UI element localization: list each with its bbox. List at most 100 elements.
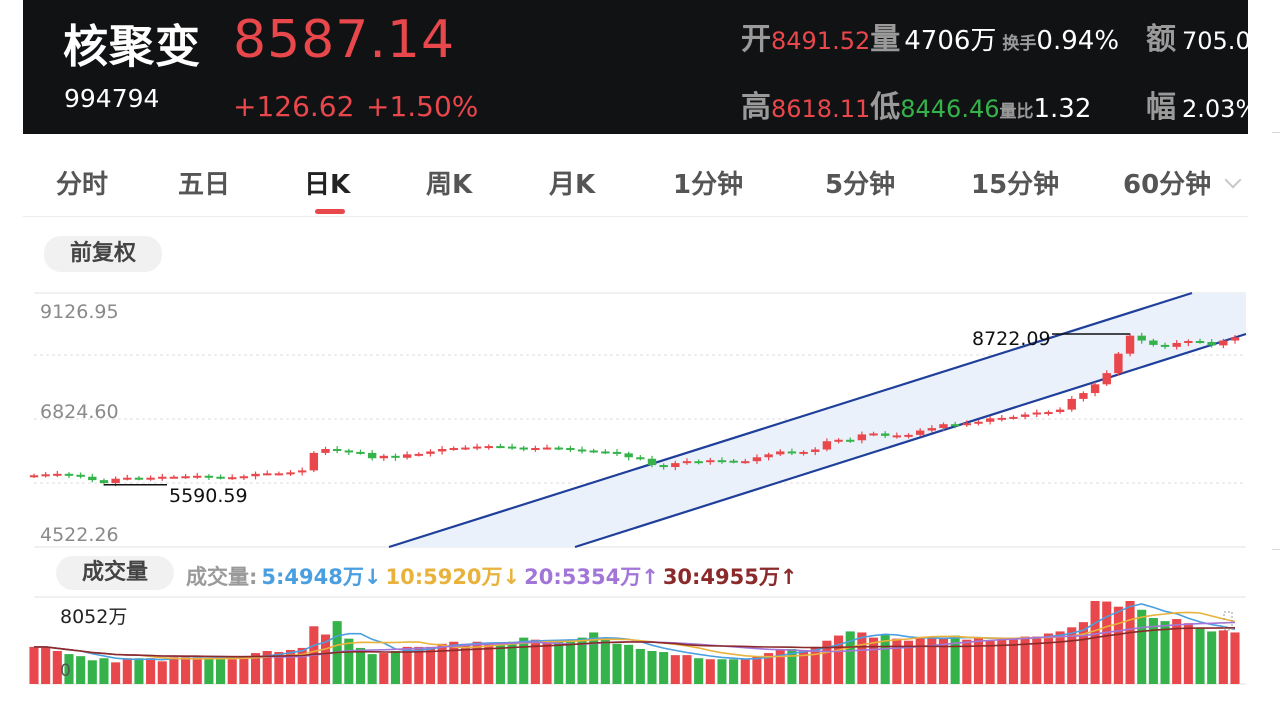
- volume-bar: [297, 647, 307, 684]
- ma20-value: 20:5354万↑: [524, 565, 659, 589]
- candle: [146, 477, 155, 480]
- volume-bar: [472, 641, 482, 684]
- volume-value: 4706万: [904, 26, 997, 56]
- volume-bar: [64, 654, 74, 684]
- candle: [1184, 341, 1193, 344]
- candle: [193, 475, 202, 478]
- volume-bar: [915, 637, 925, 684]
- candle: [216, 476, 225, 479]
- volume-bar: [927, 637, 937, 684]
- volume-bar: [1230, 632, 1240, 684]
- ma5-value: 5:4948万↓: [261, 565, 382, 589]
- candle: [706, 460, 715, 463]
- volume-bar: [204, 659, 214, 684]
- volume-bar: [694, 658, 704, 684]
- volume-bar: [495, 642, 505, 684]
- candle: [787, 451, 797, 454]
- tab-intraday[interactable]: 分时: [56, 170, 109, 200]
- volume-bar: [285, 649, 296, 684]
- tab-five-day[interactable]: 五日: [178, 170, 231, 200]
- volume-bar: [367, 654, 377, 684]
- tab-monthly-k[interactable]: 月K: [549, 170, 596, 200]
- candle: [1044, 412, 1053, 415]
- candle: [286, 472, 295, 475]
- adjust-button[interactable]: 前复权: [44, 236, 162, 272]
- range-value: 2.03%: [1182, 95, 1248, 123]
- volume-bar: [647, 651, 657, 684]
- candle: [414, 453, 423, 456]
- volume-ma30-line: [34, 627, 1236, 658]
- volume-bar: [169, 657, 179, 684]
- volume-button[interactable]: 成交量: [56, 556, 174, 590]
- turnover-label: 换手: [1002, 34, 1037, 54]
- volume-bar: [449, 641, 459, 684]
- right-edge-tick: [1272, 549, 1280, 550]
- candle: [892, 435, 902, 438]
- tab-daily-k[interactable]: 日K: [304, 170, 351, 200]
- volume-legend: 成交量: 5:4948万↓ 10:5920万↓ 20:5354万↑ 30:4955万↑: [186, 561, 801, 591]
- volume-bar: [682, 655, 692, 684]
- tab-1min[interactable]: 1分钟: [673, 170, 744, 200]
- range-group: 幅2.03%: [1146, 82, 1248, 126]
- candle: [1102, 373, 1111, 385]
- turnover-value: 0.94%: [1036, 26, 1120, 56]
- candle: [752, 457, 762, 462]
- candle: [985, 418, 995, 422]
- ma10-value: 10:5920万↓: [385, 565, 521, 589]
- volume-bar: [122, 658, 132, 684]
- volume-bar: [227, 659, 237, 684]
- candle: [776, 451, 785, 455]
- low-annotation: 5590.59: [169, 485, 248, 507]
- volume-bar: [764, 653, 774, 684]
- volume-bar: [880, 634, 890, 684]
- volume-bar: [600, 637, 610, 684]
- candle: [1160, 344, 1170, 347]
- volume-bar: [834, 635, 844, 684]
- tab-60min[interactable]: 60分钟: [1123, 170, 1212, 200]
- tab-weekly-k[interactable]: 周K: [426, 170, 473, 200]
- volume-bar: [985, 640, 995, 684]
- volume-bar: [938, 637, 949, 684]
- volume-bar: [355, 647, 366, 684]
- volume-bar: [390, 651, 401, 684]
- candle: [741, 461, 750, 464]
- volume-bar: [612, 643, 622, 684]
- volume-bar: [29, 646, 39, 684]
- volume-bar: [157, 661, 167, 684]
- volume-bar: [1020, 636, 1030, 684]
- amount-value: 705.0: [1182, 27, 1248, 55]
- volume-bar: [99, 658, 109, 684]
- volume-bar: [670, 655, 680, 684]
- volume-ma5-line: [34, 603, 1236, 661]
- volume-bar: [1183, 623, 1193, 684]
- volume-bar: [635, 648, 645, 684]
- low-label: 低: [870, 90, 901, 125]
- volume-bar: [740, 659, 750, 684]
- candle: [927, 428, 937, 431]
- candle: [1230, 337, 1240, 341]
- candle: [228, 477, 237, 480]
- volume-bar: [1218, 630, 1228, 684]
- candle: [939, 424, 948, 429]
- candle: [88, 476, 97, 481]
- volume-bar: [414, 646, 424, 684]
- candle: [880, 433, 890, 436]
- volume-bar: [787, 648, 797, 684]
- tab-15min[interactable]: 15分钟: [971, 170, 1060, 200]
- ma30-value: 30:4955万↑: [662, 565, 798, 589]
- candle: [1172, 342, 1181, 347]
- volume-bar: [216, 658, 226, 684]
- candle: [694, 461, 703, 464]
- candle: [263, 473, 272, 476]
- volume-bar: [577, 637, 587, 684]
- volume-bar: [1195, 628, 1205, 684]
- candle: [834, 439, 843, 442]
- volume-bar: [845, 631, 855, 684]
- volume-bar: [87, 660, 97, 684]
- candle: [1020, 414, 1030, 417]
- tab-5min[interactable]: 5分钟: [825, 170, 896, 200]
- candle: [111, 478, 120, 484]
- price-change-pct: +1.50%: [366, 90, 479, 123]
- volume-bar: [484, 643, 494, 684]
- candle: [332, 449, 342, 452]
